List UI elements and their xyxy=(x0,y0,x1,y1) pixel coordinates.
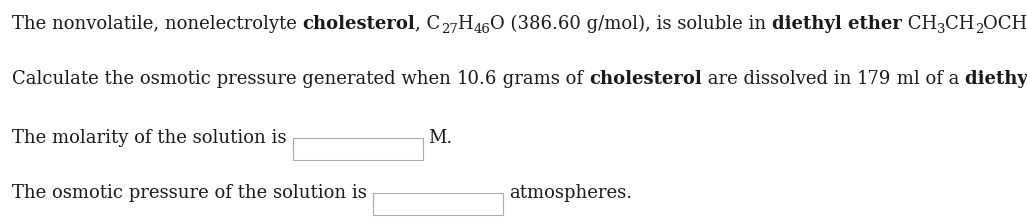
FancyBboxPatch shape xyxy=(293,138,422,160)
Text: 179: 179 xyxy=(857,70,891,88)
Text: M.: M. xyxy=(428,129,453,147)
Text: The osmotic pressure of the solution is: The osmotic pressure of the solution is xyxy=(12,184,367,202)
Text: diethyl ether: diethyl ether xyxy=(772,15,902,33)
Text: Calculate the osmotic pressure generated when: Calculate the osmotic pressure generated… xyxy=(12,70,457,88)
Text: diethyl ether: diethyl ether xyxy=(965,70,1027,88)
Text: 46: 46 xyxy=(473,23,490,36)
Text: , C: , C xyxy=(415,15,441,33)
Text: CH: CH xyxy=(902,15,937,33)
Text: The nonvolatile, nonelectrolyte: The nonvolatile, nonelectrolyte xyxy=(12,15,303,33)
Text: are dissolved in: are dissolved in xyxy=(701,70,857,88)
Text: O (386.60 g/mol), is soluble in: O (386.60 g/mol), is soluble in xyxy=(490,14,772,33)
FancyBboxPatch shape xyxy=(373,192,503,214)
Text: cholesterol: cholesterol xyxy=(588,70,701,88)
Text: atmospheres.: atmospheres. xyxy=(508,184,632,202)
Text: 27: 27 xyxy=(441,23,457,36)
Text: CH: CH xyxy=(946,15,975,33)
Text: 2: 2 xyxy=(975,23,983,36)
Text: grams of: grams of xyxy=(497,70,588,88)
Text: 10.6: 10.6 xyxy=(457,70,497,88)
Text: H: H xyxy=(457,15,473,33)
Text: cholesterol: cholesterol xyxy=(303,15,415,33)
Text: The molarity of the solution is: The molarity of the solution is xyxy=(12,129,287,147)
Text: ml of a: ml of a xyxy=(891,70,965,88)
Text: OCH: OCH xyxy=(983,15,1027,33)
Text: 3: 3 xyxy=(937,23,946,36)
